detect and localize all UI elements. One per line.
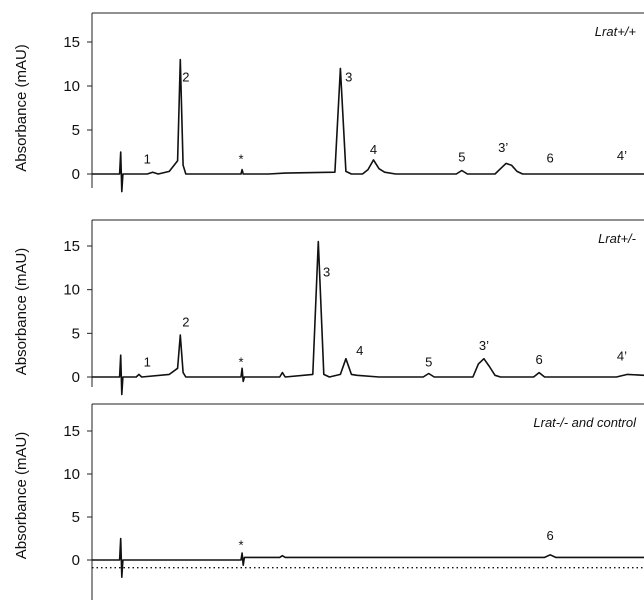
peak-label: 5 [458, 150, 465, 165]
peak-label: 4’ [617, 148, 627, 163]
peak-label: 3’ [498, 140, 508, 155]
y-tick-label: 5 [72, 325, 80, 342]
panel-title: Lrat+/- [598, 231, 637, 246]
peak-label: 4 [370, 142, 377, 157]
panel-title: Lrat-/- and control [533, 415, 637, 430]
peak-label: 3 [323, 265, 330, 280]
peak-label: * [239, 538, 244, 553]
peak-label: * [239, 151, 244, 166]
peak-label: 6 [547, 151, 554, 166]
panel-lrat-het: 15 10 5 0 Absorbance (mAU) Lrat+/- 1 2 * 3 4 5 3’ 6 4’ [13, 219, 644, 396]
y-tick-label: 0 [72, 166, 80, 183]
peak-label: 4 [356, 343, 363, 358]
peak-label: * [239, 355, 244, 370]
panel-title: Lrat+/+ [595, 24, 637, 39]
peak-label: 3’ [479, 338, 489, 353]
y-tick-label: 5 [72, 509, 80, 526]
y-tick-label: 15 [63, 238, 80, 255]
peak-label: 2 [182, 314, 189, 329]
trace-line [92, 240, 644, 396]
peak-label: 6 [536, 352, 543, 367]
trace-line [92, 58, 644, 193]
peak-label: 1 [144, 355, 151, 370]
panel-lrat-wt: 15 10 5 0 Absorbance (mAU) Lrat+/+ 1 2 * 3 4 5 3’ 6 4’ [13, 12, 644, 193]
panel-lrat-ko-control: 15 10 5 0 Absorbance (mAU) Lrat-/- and contro… [13, 403, 644, 600]
peak-label: 2 [182, 70, 189, 85]
y-axis-label: Absorbance (mAU) [13, 248, 30, 376]
peak-label: 5 [425, 355, 432, 370]
peak-label: 1 [144, 151, 151, 166]
y-tick-label: 10 [63, 466, 80, 483]
y-tick-label: 0 [72, 369, 80, 386]
y-tick-label: 15 [63, 34, 80, 51]
y-tick-label: 15 [63, 423, 80, 440]
y-axis-label: Absorbance (mAU) [13, 432, 30, 560]
peak-label: 3 [345, 70, 352, 85]
y-tick-label: 10 [63, 78, 80, 95]
y-tick-label: 0 [72, 552, 80, 569]
trace-line [92, 537, 644, 578]
peak-label: 6 [547, 528, 554, 543]
y-tick-label: 5 [72, 122, 80, 139]
y-tick-label: 10 [63, 282, 80, 299]
peak-label: 4’ [617, 348, 627, 363]
y-axis-label: Absorbance (mAU) [13, 44, 30, 172]
